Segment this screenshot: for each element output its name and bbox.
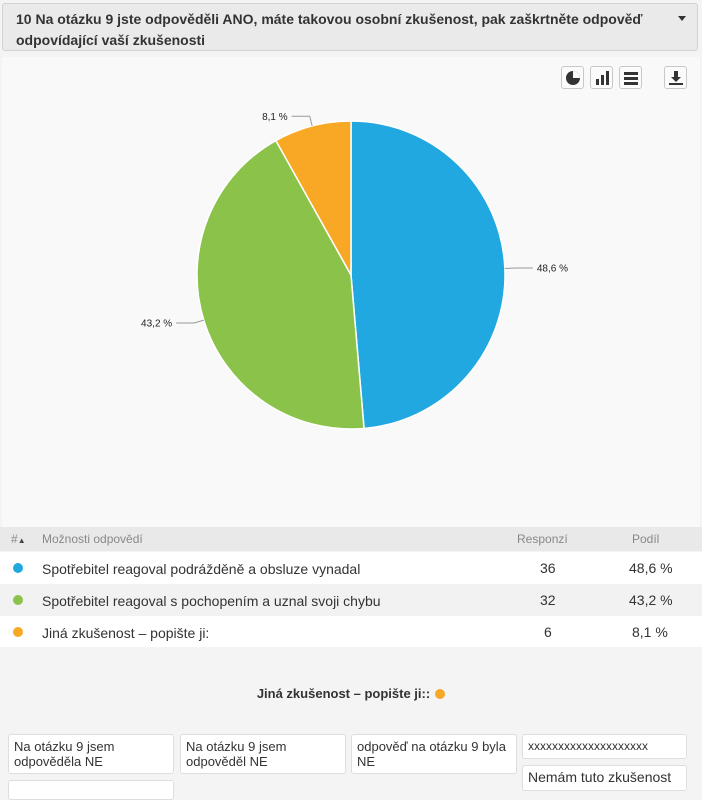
answer-card: Na otázku 9 jsem odpověděl NE [180, 734, 346, 774]
question-header[interactable]: 10 Na otázku 9 jste odpověděli ANO, máte… [2, 3, 698, 51]
label-connector [292, 116, 313, 126]
row-responses: 6 [544, 624, 552, 640]
sort-asc-icon: ▲ [18, 536, 26, 545]
answer-card: odpověď na otázku 9 byla NE [351, 734, 517, 774]
color-dot [13, 627, 23, 637]
row-share: 43,2 % [629, 592, 673, 608]
row-share: 8,1 % [632, 624, 668, 640]
row-share: 48,6 % [629, 560, 673, 576]
row-label: Spotřebitel reagoval podrážděně a obsluz… [42, 561, 360, 577]
answer-card: xxxxxxxxxxxxxxxxxxxx [522, 734, 687, 759]
sort-header[interactable]: #▲ [11, 532, 26, 546]
table-row: Spotřebitel reagoval s pochopením a uzna… [0, 584, 702, 616]
answer-card [8, 780, 174, 800]
answer-card: Nemám tuto zkušenost [522, 765, 687, 791]
row-responses: 36 [540, 560, 556, 576]
row-label: Spotřebitel reagoval s pochopením a uzna… [42, 593, 381, 609]
pie-chart: 48,6 % 43,2 % 8,1 % [0, 57, 702, 527]
color-dot [13, 595, 23, 605]
answer-card: Na otázku 9 jsem odpověděla NE [8, 734, 174, 774]
question-title: 10 Na otázku 9 jste odpověděli ANO, máte… [16, 11, 642, 48]
pie-data-label: 43,2 % [141, 319, 172, 330]
pie-data-label: 48,6 % [537, 264, 568, 275]
table-header: #▲ Možnosti odpovědí Responzí Podíl [0, 527, 702, 551]
table-row: Jiná zkušenost – popište ji: 6 8,1 % [0, 616, 702, 648]
other-answers-title: Jiná zkušenost – popište ji:: [0, 686, 702, 701]
row-responses: 32 [540, 592, 556, 608]
header-option[interactable]: Možnosti odpovědí [42, 532, 143, 546]
header-responses[interactable]: Responzí [517, 532, 568, 546]
header-share[interactable]: Podíl [632, 532, 659, 546]
row-label: Jiná zkušenost – popište ji: [42, 625, 209, 641]
caret-down-icon[interactable] [678, 16, 686, 21]
color-dot [13, 563, 23, 573]
color-dot [435, 689, 445, 699]
pie-data-label: 8,1 % [262, 112, 288, 123]
pie-slice[interactable] [351, 121, 505, 428]
table-row: Spotřebitel reagoval podrážděně a obsluz… [0, 552, 702, 584]
label-connector [176, 320, 204, 323]
